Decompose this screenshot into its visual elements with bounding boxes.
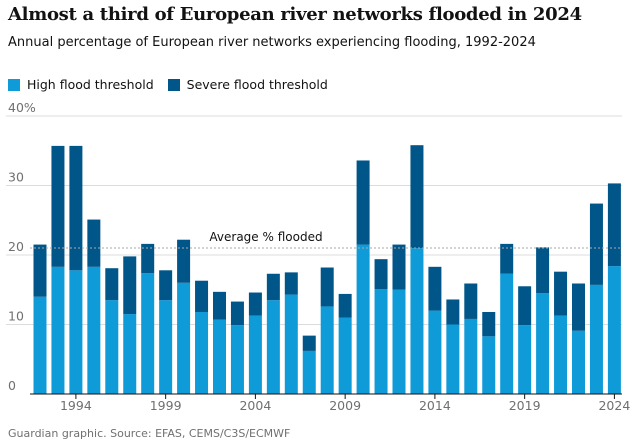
bar-severe xyxy=(51,145,65,267)
bars xyxy=(33,145,621,394)
bar-severe xyxy=(410,145,424,249)
bar-high xyxy=(572,330,585,394)
bar-severe xyxy=(536,247,550,294)
bar-severe xyxy=(141,243,155,274)
y-tick-label: 0 xyxy=(8,378,16,393)
source-note: Guardian graphic. Source: EFAS, CEMS/C3S… xyxy=(8,427,291,440)
bar-high xyxy=(554,315,568,394)
bar-severe xyxy=(338,293,352,318)
x-tick-label: 2024 xyxy=(598,398,630,413)
bar-severe xyxy=(177,239,191,283)
legend-swatch-high xyxy=(8,78,20,91)
bar-chart: 0 10 20 30 40% Average % flooded 1994 1999 200… xyxy=(6,100,630,413)
bar-severe xyxy=(302,335,316,351)
bar-high xyxy=(33,296,47,394)
legend-item-severe: Severe flood threshold xyxy=(167,77,328,92)
bar-severe xyxy=(159,270,173,301)
bar-high xyxy=(374,289,388,394)
bar-severe xyxy=(464,283,478,319)
legend: High flood threshold Severe flood thresh… xyxy=(8,77,342,92)
bar-high xyxy=(464,318,478,394)
bar-severe xyxy=(446,299,460,325)
bar-high xyxy=(266,300,280,394)
bar-severe xyxy=(105,268,119,301)
bar-high xyxy=(482,336,496,394)
y-tick-label: 40% xyxy=(8,100,36,115)
bar-high xyxy=(159,300,173,394)
bar-high xyxy=(536,293,550,394)
bar-high xyxy=(589,284,603,394)
bar-high xyxy=(410,248,424,394)
bar-high xyxy=(607,266,621,394)
bar-high xyxy=(428,310,442,394)
bar-high xyxy=(123,314,137,394)
x-tick-label: 1999 xyxy=(150,398,182,413)
bar-high xyxy=(213,319,226,394)
bar-severe xyxy=(123,256,137,315)
bar-severe xyxy=(554,271,568,316)
bar-severe xyxy=(213,291,226,320)
bar-severe xyxy=(392,244,406,290)
x-tick-label: 2009 xyxy=(329,398,361,413)
x-tick-label: 2019 xyxy=(509,398,541,413)
x-tick-label: 1994 xyxy=(60,398,92,413)
bar-high xyxy=(500,273,514,394)
bar-severe xyxy=(374,259,388,290)
chart-title: Almost a third of European river network… xyxy=(8,4,582,25)
bar-high xyxy=(446,324,460,394)
bar-severe xyxy=(33,244,47,297)
bar-severe xyxy=(589,203,603,285)
bar-high xyxy=(320,306,334,394)
x-axis: 1994 1999 2004 2009 2014 2019 2024 xyxy=(30,393,630,413)
bar-high xyxy=(69,270,83,394)
bar-severe xyxy=(248,292,262,316)
bar-severe xyxy=(428,266,442,311)
bar-severe xyxy=(518,286,532,326)
legend-label-high: High flood threshold xyxy=(27,77,154,92)
legend-item-high: High flood threshold xyxy=(8,77,154,92)
bar-severe xyxy=(572,283,585,331)
bar-high xyxy=(87,266,101,394)
y-tick-label: 20 xyxy=(8,239,24,254)
bar-high xyxy=(302,350,316,394)
bar-severe xyxy=(356,160,370,245)
bar-high xyxy=(338,317,352,394)
chart-subtitle: Annual percentage of European river netw… xyxy=(8,35,536,50)
bar-severe xyxy=(87,219,101,267)
legend-label-severe: Severe flood threshold xyxy=(186,77,328,92)
bar-severe xyxy=(266,273,280,301)
bar-high xyxy=(105,300,119,394)
bar-severe xyxy=(284,272,298,295)
x-tick-label: 2014 xyxy=(419,398,451,413)
bar-high xyxy=(356,244,370,394)
bar-high xyxy=(518,325,532,394)
bar-severe xyxy=(195,280,209,312)
bar-severe xyxy=(69,145,83,271)
bar-severe xyxy=(230,301,244,326)
x-tick-label: 2004 xyxy=(239,398,271,413)
bar-high xyxy=(392,289,406,394)
average-line: Average % flooded xyxy=(30,230,622,249)
bar-high xyxy=(51,266,65,394)
bar-severe xyxy=(607,183,621,267)
bar-high xyxy=(284,294,298,394)
bar-severe xyxy=(320,267,334,307)
bar-severe xyxy=(500,243,514,274)
bar-high xyxy=(195,311,209,394)
y-tick-label: 10 xyxy=(8,309,24,324)
legend-swatch-severe xyxy=(167,78,180,91)
bar-high xyxy=(141,273,155,394)
bar-severe xyxy=(482,311,496,337)
y-tick-label: 30 xyxy=(8,170,24,185)
average-line-label: Average % flooded xyxy=(209,230,322,244)
bar-high xyxy=(248,315,262,394)
bar-high xyxy=(230,325,244,394)
bar-high xyxy=(177,282,191,394)
